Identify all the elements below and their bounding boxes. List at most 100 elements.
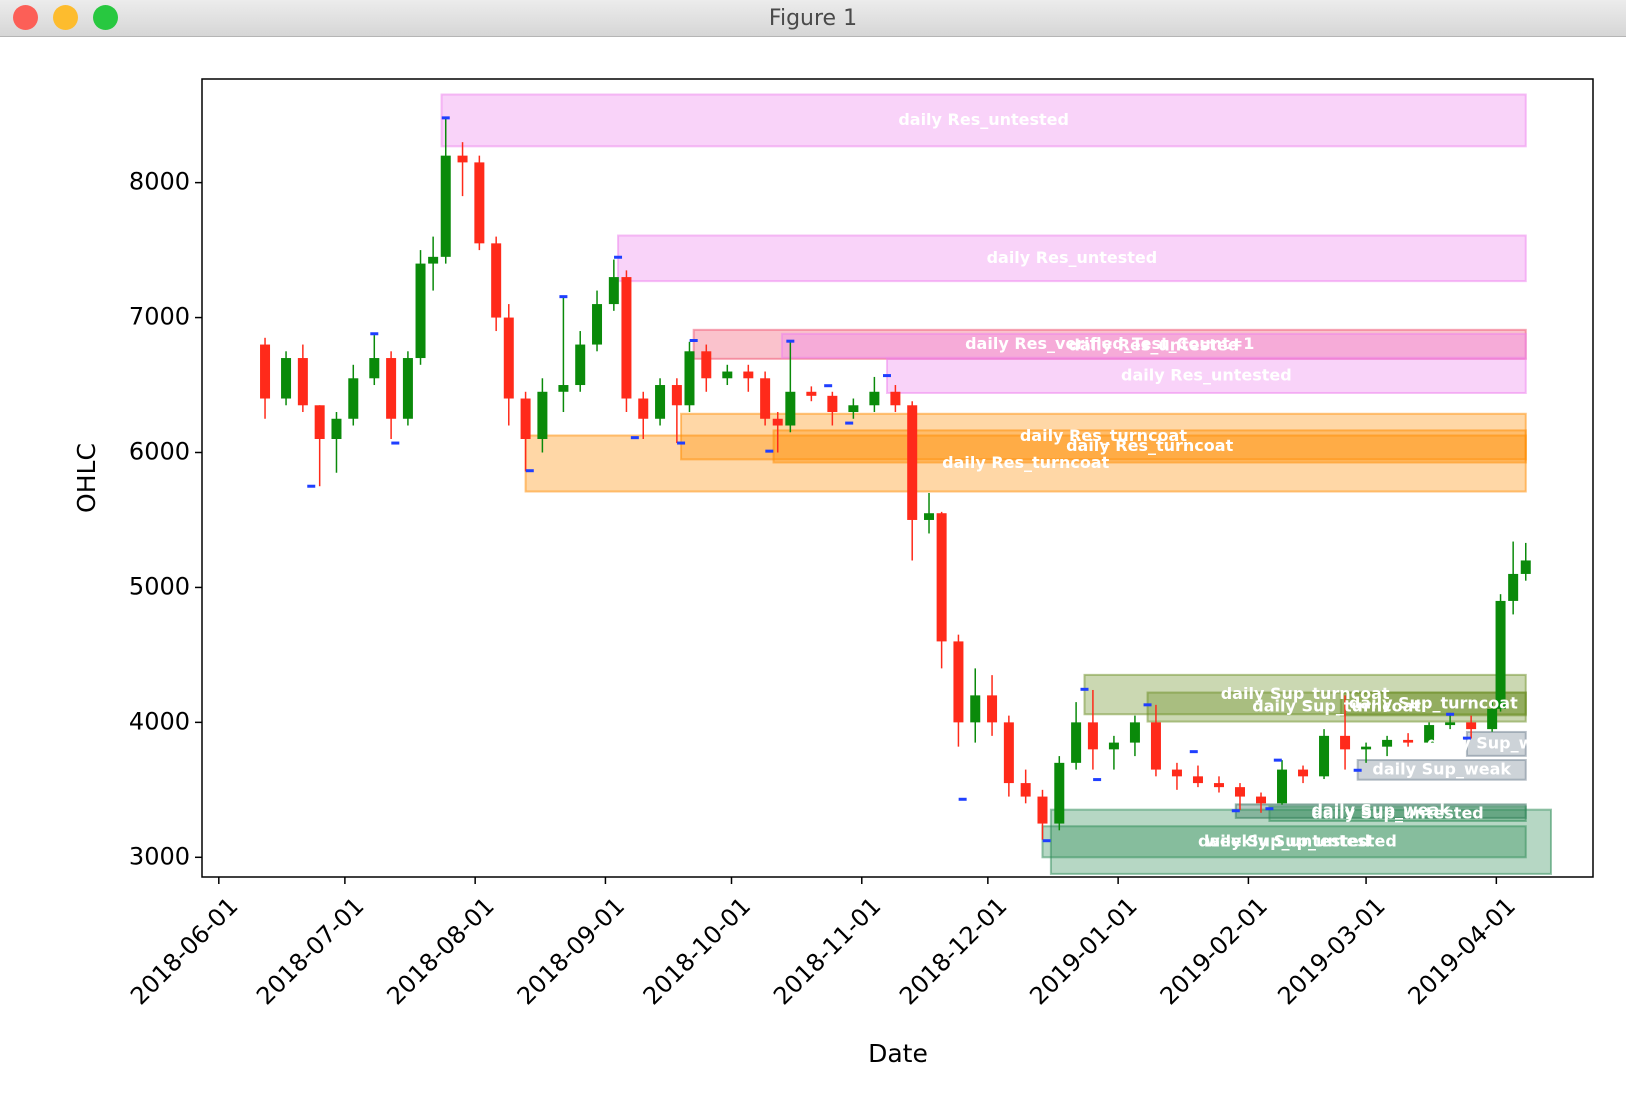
x-tick-label: 2018-07-01	[251, 892, 369, 1010]
x-tick-label: 2018-12-01	[894, 892, 1012, 1010]
zone-label: daily Sup_turncoat	[1349, 693, 1518, 712]
zone	[1339, 691, 1527, 717]
candle-body	[297, 358, 308, 406]
candle-body	[684, 351, 695, 406]
zone	[1041, 825, 1527, 859]
candle-body	[608, 277, 619, 305]
x-tick-label: 2018-11-01	[768, 892, 886, 1010]
candle-body	[1298, 769, 1309, 777]
candle-body	[785, 391, 796, 426]
candle-body	[1340, 735, 1351, 750]
candle-body	[348, 378, 359, 419]
zone	[680, 412, 1527, 461]
zone-label: daily Res_verified_Test_Count=1	[965, 334, 1254, 353]
zone	[780, 332, 1527, 359]
candle-body	[1192, 776, 1203, 784]
candle-body	[281, 358, 292, 399]
candle-body	[743, 371, 754, 379]
zone-label: daily Res_turncoat	[1066, 436, 1234, 455]
candle-body	[1129, 722, 1140, 743]
zone-label: weekly Sup_untested	[1205, 831, 1397, 850]
candle-body	[386, 358, 397, 419]
y-tick-label: 5000	[129, 572, 190, 600]
y-tick-label: 4000	[129, 707, 190, 735]
candle-body	[869, 391, 880, 406]
zone-label: daily Res_turncoat	[1020, 426, 1188, 445]
candle-body	[1256, 796, 1267, 804]
x-tick-label: 2019-02-01	[1155, 892, 1273, 1010]
y-tick-label: 3000	[129, 842, 190, 870]
zone-label: daily Sup_untested	[1198, 831, 1370, 850]
y-tick-label: 6000	[129, 437, 190, 465]
zone	[1465, 730, 1527, 757]
candle-body	[924, 513, 935, 520]
candle-body	[1508, 573, 1519, 601]
zone-label: daily Sup_weak	[1311, 801, 1450, 820]
x-tick-label: 2019-01-01	[1024, 892, 1142, 1010]
x-tick-label: 2018-09-01	[512, 892, 630, 1010]
plot-frame	[201, 78, 1594, 878]
candle-body	[402, 358, 413, 419]
zone	[1146, 691, 1527, 723]
candle-body	[772, 418, 783, 426]
candle-body	[987, 695, 998, 723]
candle-body	[457, 155, 468, 163]
candle-body	[314, 405, 325, 440]
zone	[440, 93, 1527, 148]
candle-body	[1403, 739, 1414, 743]
zone-label: daily Sup_untested	[1311, 803, 1483, 822]
candle-body	[970, 695, 981, 723]
x-tick-label: 2019-03-01	[1272, 892, 1390, 1010]
candle-body	[537, 391, 548, 440]
candle-body	[806, 391, 817, 396]
candle-body	[1495, 600, 1506, 709]
x-tick-label: 2018-06-01	[125, 892, 243, 1010]
candle-body	[638, 398, 649, 419]
candle-body	[1319, 735, 1330, 777]
zoom-button[interactable]	[93, 5, 118, 30]
zone-label: daily Sup_weak	[1372, 759, 1511, 778]
x-tick-label: 2018-10-01	[638, 892, 756, 1010]
candle-body	[1150, 722, 1161, 770]
candle-body	[1054, 762, 1065, 824]
candle-body	[491, 243, 502, 318]
zone	[524, 434, 1527, 493]
candle-body	[520, 398, 531, 440]
x-tick-label: 2019-04-01	[1403, 892, 1521, 1010]
candle-body	[671, 385, 682, 406]
candle-body	[503, 317, 514, 399]
candle-body	[1382, 739, 1393, 747]
zone-label: daily Res_turncoat	[942, 453, 1110, 472]
candle-body	[1020, 783, 1031, 797]
candle-body	[1003, 722, 1014, 784]
candle-body	[1108, 742, 1119, 750]
candle-body	[1213, 783, 1224, 788]
candle-body	[890, 391, 901, 406]
zone	[885, 357, 1527, 394]
candle-body	[936, 513, 947, 642]
title-bar: Figure 1	[0, 0, 1626, 37]
candle-body	[848, 405, 859, 413]
candle-body	[474, 162, 485, 244]
candle-body	[1071, 722, 1082, 763]
candle-body	[907, 405, 918, 520]
zone-label: daily Res_untested	[898, 110, 1069, 129]
candle-body	[1277, 769, 1288, 804]
zone-label: daily Sup_turncoat	[1252, 697, 1421, 716]
candle-body	[1445, 722, 1456, 726]
candle-body	[621, 277, 632, 399]
candle-body	[415, 263, 426, 359]
zone-label: daily Res_untested	[1121, 365, 1292, 384]
candle-body	[558, 385, 569, 392]
zone-label: daily Sup_turncoat	[1221, 684, 1390, 703]
candle-body	[953, 641, 964, 723]
candle-body	[1361, 746, 1372, 750]
close-button[interactable]	[13, 5, 38, 30]
candle-body	[331, 418, 342, 440]
candle-body	[575, 344, 586, 386]
candle-body	[1487, 708, 1498, 730]
candle-body	[1520, 560, 1531, 574]
minimize-button[interactable]	[53, 5, 78, 30]
